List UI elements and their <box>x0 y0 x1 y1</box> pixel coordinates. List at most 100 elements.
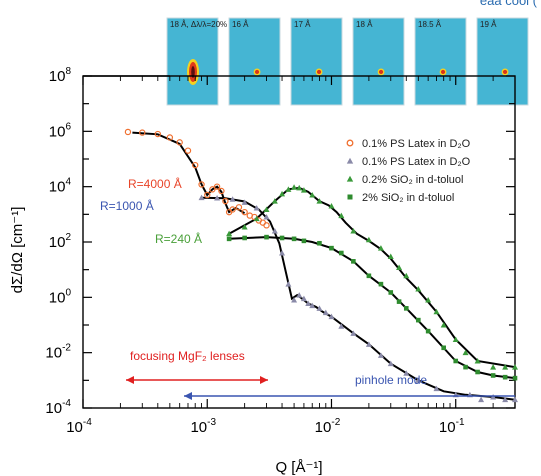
y-tick-label: 102 <box>49 232 72 251</box>
data-point <box>305 300 312 306</box>
data-point <box>241 208 248 216</box>
y-tick-label: 108 <box>49 66 72 85</box>
data-point <box>301 238 307 244</box>
data-point <box>300 295 307 302</box>
data-point <box>300 187 307 193</box>
data-point <box>512 396 518 403</box>
data-point <box>502 396 509 403</box>
data-point <box>396 299 402 304</box>
data-point <box>176 139 183 146</box>
data-point <box>502 374 508 380</box>
data-point <box>415 377 422 383</box>
data-point <box>490 364 497 370</box>
data-point <box>279 235 285 241</box>
annotation-r4000: R=4000 Å <box>128 176 182 191</box>
data-point <box>229 206 236 213</box>
focusing-arrow-head-right <box>260 376 268 384</box>
annotations: R=4000 Å R=1000 Å R=240 Å focusing MgF₂ len… <box>100 176 515 400</box>
legend-label: 0.1% PS Latex in D₂O <box>362 138 471 150</box>
detector-image-label: 18 Å, Δλ/λ=20% <box>170 20 227 29</box>
data-point <box>198 194 205 201</box>
legend: 0.1% PS Latex in D₂O 0.1% PS Latex in D₂O… <box>346 138 471 204</box>
data-point <box>403 306 409 311</box>
data-point <box>241 223 248 230</box>
data-point <box>433 308 440 315</box>
data-point <box>296 184 303 191</box>
data-point <box>490 393 497 400</box>
data-point <box>309 302 316 309</box>
data-point <box>309 191 316 198</box>
detector-image-label: 17 Å <box>294 20 311 29</box>
detector-spot <box>502 69 508 75</box>
data-point <box>328 313 335 320</box>
data-point <box>388 290 394 295</box>
detector-spot <box>378 69 384 75</box>
data-point <box>222 197 229 205</box>
data-point <box>403 370 410 376</box>
data-point <box>154 130 162 138</box>
x-tick-label: 10-3 <box>190 417 216 436</box>
data-point <box>253 204 260 211</box>
data-point <box>296 292 303 298</box>
data-point <box>415 286 422 292</box>
pinhole-arrow-head <box>184 392 192 400</box>
data-point <box>263 222 270 229</box>
data-point <box>512 364 518 370</box>
data-point <box>377 352 384 358</box>
y-tick-label: 106 <box>49 121 72 140</box>
corner-text: eaa cool ( <box>479 0 537 8</box>
data-point <box>441 345 446 351</box>
data-point <box>285 186 292 192</box>
legend-marker <box>346 139 354 147</box>
x-tick-label: 10-2 <box>315 417 341 436</box>
data-point <box>474 357 481 364</box>
data-point <box>241 199 248 205</box>
data-point <box>416 317 421 323</box>
annotation-r1000: R=1000 Å <box>100 198 154 213</box>
legend-marker <box>347 194 353 200</box>
data-point <box>198 181 205 188</box>
detector-spot <box>254 69 260 75</box>
data-point <box>213 183 221 190</box>
axes: 10-4 10-3 10-2 10-1 10-4 10-2 100 102 104 106 108 Q… <box>9 66 516 476</box>
detector-spot <box>316 69 322 75</box>
data-point <box>387 360 394 367</box>
y-tick-label: 104 <box>49 177 72 196</box>
data-point <box>475 369 480 375</box>
data-point <box>271 198 278 204</box>
data-point <box>226 230 233 237</box>
detector-image <box>414 17 467 106</box>
data-point <box>264 234 269 240</box>
data-point <box>229 196 236 202</box>
data-point <box>339 250 344 256</box>
y-tick-label: 100 <box>49 287 72 306</box>
detector-image-label: 19 Å <box>480 20 497 29</box>
data-point <box>350 330 357 336</box>
data-point <box>192 161 199 169</box>
data-point <box>387 253 394 259</box>
data-point <box>403 272 410 279</box>
data-point <box>338 323 345 329</box>
detector-image <box>290 17 343 106</box>
y-tick-label: 10-2 <box>45 343 71 362</box>
data-point <box>329 245 334 251</box>
x-tick-label: 10-1 <box>439 417 465 436</box>
detector-spot-core <box>191 65 195 78</box>
detector-image <box>476 17 529 106</box>
data-point <box>204 191 211 199</box>
legend-marker <box>346 175 354 182</box>
data-point <box>322 309 329 316</box>
data-point <box>365 341 372 347</box>
data-point <box>463 364 468 370</box>
data-point <box>452 336 459 342</box>
data-point <box>291 184 298 190</box>
data-point <box>338 212 345 219</box>
fit-curve <box>201 196 516 401</box>
data-point <box>218 187 225 195</box>
data-point <box>184 147 192 154</box>
data-point <box>351 259 356 264</box>
data-point <box>377 245 384 251</box>
detector-image <box>352 17 405 106</box>
y-tick-label: 10-4 <box>45 398 71 417</box>
